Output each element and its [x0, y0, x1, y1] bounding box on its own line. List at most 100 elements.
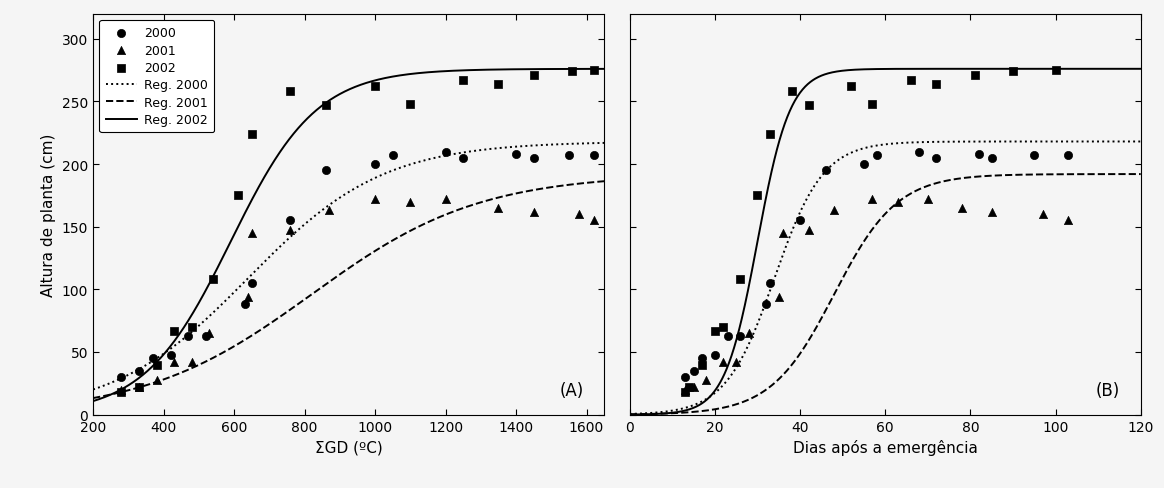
Legend: 2000, 2001, 2002, Reg. 2000, Reg. 2001, Reg. 2002: 2000, 2001, 2002, Reg. 2000, Reg. 2001, …: [99, 21, 214, 133]
Point: [570, 211, 589, 219]
Point: [524, 155, 542, 163]
Point: [901, 77, 920, 85]
Point: [1034, 211, 1052, 219]
Point: [676, 386, 695, 394]
Point: [183, 358, 201, 366]
Point: [228, 192, 247, 200]
Point: [718, 332, 737, 340]
Point: [800, 227, 818, 235]
Point: [129, 384, 148, 391]
Point: [864, 101, 882, 109]
Point: [112, 373, 130, 381]
Point: [761, 131, 780, 139]
Point: [400, 198, 419, 206]
Point: [910, 148, 929, 156]
Point: [705, 327, 724, 335]
Point: [506, 151, 525, 159]
Point: [242, 131, 261, 139]
Point: [165, 327, 184, 335]
Point: [365, 161, 384, 169]
Point: [680, 384, 698, 391]
Point: [584, 152, 603, 160]
Point: [782, 88, 801, 96]
Point: [714, 324, 732, 331]
Point: [705, 351, 724, 359]
Point: [1059, 152, 1078, 160]
Point: [320, 207, 339, 215]
X-axis label: Dias após a emergência: Dias após a emergência: [793, 439, 978, 455]
Point: [1003, 68, 1022, 76]
Point: [584, 217, 603, 225]
Point: [239, 293, 257, 301]
Point: [317, 102, 335, 110]
Point: [489, 81, 508, 89]
Point: [454, 155, 473, 163]
Point: [676, 373, 695, 381]
Point: [982, 208, 1001, 216]
Point: [693, 355, 711, 363]
Point: [317, 167, 335, 175]
Point: [563, 68, 582, 76]
Point: [888, 198, 907, 206]
Point: [282, 217, 300, 225]
Point: [864, 196, 882, 203]
Text: (B): (B): [1096, 381, 1120, 399]
Point: [1059, 217, 1078, 225]
Point: [179, 332, 198, 340]
Point: [147, 376, 165, 384]
Point: [769, 293, 788, 301]
Y-axis label: Altura de planta (cm): Altura de planta (cm): [42, 133, 56, 296]
Point: [790, 217, 809, 225]
Point: [982, 155, 1001, 163]
Point: [816, 167, 835, 175]
Point: [714, 358, 732, 366]
Point: [825, 207, 844, 215]
Point: [731, 332, 750, 340]
Point: [697, 376, 716, 384]
Point: [524, 208, 542, 216]
Point: [676, 388, 695, 396]
Point: [242, 229, 261, 237]
Point: [129, 367, 148, 375]
Point: [726, 358, 745, 366]
Point: [684, 384, 703, 391]
Point: [684, 367, 703, 375]
Point: [800, 102, 818, 110]
Point: [1046, 67, 1065, 75]
Point: [739, 329, 758, 337]
Point: [162, 351, 180, 359]
Point: [748, 192, 767, 200]
Point: [584, 67, 603, 75]
Point: [200, 329, 219, 337]
Point: [436, 148, 455, 156]
Point: [143, 355, 162, 363]
Point: [147, 361, 165, 369]
Point: [560, 152, 579, 160]
Point: [183, 324, 201, 331]
Point: [365, 196, 384, 203]
Point: [197, 332, 215, 340]
Point: [282, 88, 300, 96]
Point: [524, 72, 542, 80]
Point: [383, 152, 402, 160]
Point: [965, 72, 984, 80]
Point: [129, 384, 148, 391]
Point: [454, 77, 473, 85]
Point: [242, 280, 261, 287]
Point: [165, 358, 184, 366]
Point: [952, 204, 971, 212]
Point: [400, 101, 419, 109]
Point: [112, 386, 130, 394]
Point: [204, 276, 222, 284]
Point: [927, 81, 945, 89]
Point: [112, 388, 130, 396]
Point: [757, 301, 775, 309]
Text: (A): (A): [560, 381, 583, 399]
Point: [927, 155, 945, 163]
Point: [282, 227, 300, 235]
Point: [365, 83, 384, 91]
Point: [970, 151, 988, 159]
Point: [731, 276, 750, 284]
X-axis label: ΣGD (ºC): ΣGD (ºC): [314, 439, 383, 454]
Point: [774, 229, 793, 237]
